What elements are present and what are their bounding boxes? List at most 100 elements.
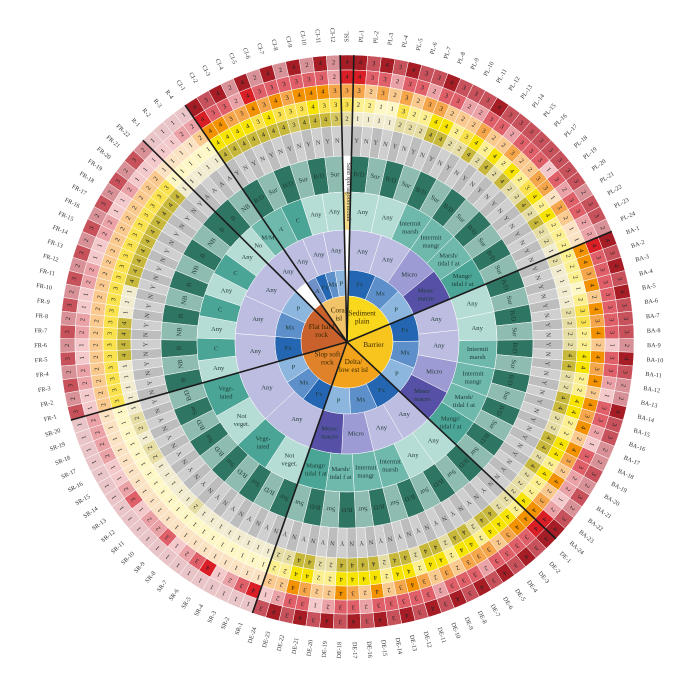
score-value: 1 <box>555 268 563 273</box>
segment-label: SR-11 <box>110 540 126 556</box>
score-value: 2 <box>83 238 91 244</box>
yes-no-value: N <box>310 536 316 544</box>
segment-label: SR-10 <box>120 550 136 566</box>
score-value: 1 <box>167 497 174 504</box>
score-value: 2 <box>189 123 196 131</box>
exposure-label: B/D <box>313 172 325 181</box>
segment-label: FR-15 <box>57 210 74 223</box>
score-value: 3 <box>352 603 355 610</box>
score-value: 3 <box>401 597 406 605</box>
score-value: 2 <box>100 402 108 407</box>
score-value: 1 <box>122 311 129 315</box>
score-value: 2 <box>305 62 309 69</box>
score-value: 1 <box>116 475 124 481</box>
score-value: 2 <box>460 115 466 123</box>
score-value: 3 <box>414 594 419 602</box>
score-value: 4 <box>311 104 316 112</box>
yes-no-value: A <box>210 186 218 195</box>
yes-no-value: Y <box>540 380 548 386</box>
score-value: 4 <box>528 462 536 469</box>
score-value: 1 <box>221 589 227 597</box>
score-value: 4 <box>612 263 620 269</box>
yes-no-value: Y <box>197 200 206 208</box>
score-value: 4 <box>433 118 439 126</box>
score-value: 2 <box>516 176 523 183</box>
score-value: 4 <box>155 219 163 226</box>
yes-no-value: N <box>170 441 179 449</box>
yes-no-value: N <box>181 457 190 465</box>
yes-no-value: N <box>401 145 408 153</box>
score-value: 2 <box>252 74 257 82</box>
yes-no-value: Y <box>187 465 196 473</box>
segment-label: SR-16 <box>67 481 84 495</box>
segment-label: CI-12 <box>328 28 336 43</box>
score-value: 2 <box>516 479 523 486</box>
yes-no-value: Y <box>544 342 551 347</box>
yes-no-value: A <box>218 180 226 189</box>
score-value: 1 <box>567 226 575 232</box>
score-value: 2 <box>79 331 86 334</box>
segment-label: DE-13 <box>408 634 418 652</box>
score-value: 2 <box>553 415 561 420</box>
score-value: 3 <box>472 570 478 578</box>
segment-label: R-2 <box>141 107 152 119</box>
score-value: 4 <box>482 164 489 172</box>
score-value: 3 <box>118 264 126 269</box>
score-value: 2 <box>483 564 489 572</box>
yes-no-value: Y <box>263 522 270 530</box>
yes-no-value: Y <box>354 138 359 145</box>
yes-no-value: N <box>277 148 284 156</box>
score-value: 2 <box>233 97 239 105</box>
score-value: 3 <box>594 255 602 260</box>
score-value: 3 <box>115 275 123 280</box>
exposure-label: Sur <box>293 498 305 508</box>
score-value: 3 <box>122 253 130 259</box>
yes-no-value: N <box>456 504 464 513</box>
score-value: 1 <box>212 552 218 560</box>
sector-divider <box>346 55 355 343</box>
score-value: 1 <box>170 479 177 486</box>
wave-label: Mx <box>376 290 386 297</box>
score-value: 3 <box>606 435 614 440</box>
score-value: 3 <box>444 569 450 577</box>
score-value: 3 <box>475 552 481 560</box>
wave-label: Mx <box>299 379 309 386</box>
score-value: 1 <box>256 573 262 581</box>
score-value: 2 <box>453 128 459 136</box>
score-value: 4 <box>144 238 152 245</box>
score-value: 3 <box>553 176 561 183</box>
score-value: 1 <box>223 558 229 566</box>
score-value: 1 <box>120 420 128 425</box>
exposure-label: Sur <box>278 493 290 503</box>
tide-label: Any <box>297 258 309 265</box>
yes-no-value: Y <box>143 322 150 328</box>
score-value: 2 <box>518 158 525 165</box>
score-value: 2 <box>470 121 476 129</box>
yes-no-value: Y <box>513 231 522 239</box>
exposure-label: B/D <box>432 477 445 489</box>
score-value: 2 <box>99 441 107 447</box>
score-value: 1 <box>608 344 615 347</box>
yes-no-value: Y <box>475 187 483 196</box>
yes-no-value: Y <box>175 449 184 457</box>
score-value: 3 <box>580 320 587 324</box>
segment-label: SR-7 <box>156 579 169 593</box>
habitat-label: Marsh/tidal f at <box>438 252 460 267</box>
score-value: 1 <box>152 479 160 486</box>
score-value: 2 <box>70 396 78 401</box>
sector-divider <box>142 139 348 343</box>
score-value: 1 <box>135 525 142 532</box>
score-value: 2 <box>560 187 568 194</box>
score-value: 3 <box>203 97 209 105</box>
exposure-label: B <box>176 345 183 350</box>
segment-label: FR-11 <box>39 267 56 277</box>
score-value: 4 <box>432 543 438 551</box>
tide-label: Meso/macro <box>321 425 338 440</box>
score-value: 4 <box>618 290 626 295</box>
score-value: 1 <box>186 569 193 577</box>
score-value: 3 <box>404 94 409 102</box>
score-value: 1 <box>159 148 166 155</box>
score-value: 1 <box>266 547 272 555</box>
habitat-label: Any <box>221 287 233 294</box>
score-value: 1 <box>263 590 268 598</box>
